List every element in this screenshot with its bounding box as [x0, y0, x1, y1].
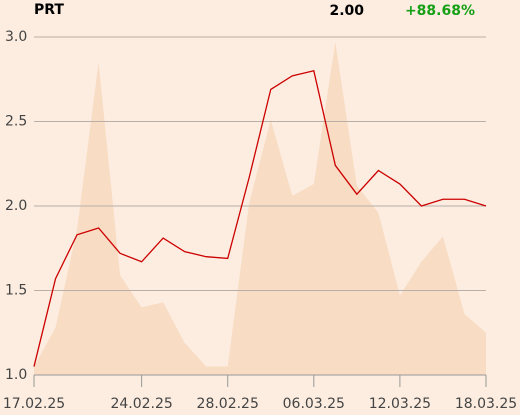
y-tick-label: 2.0: [5, 198, 27, 214]
x-tick-label: 24.02.25: [110, 396, 172, 412]
y-tick-label: 3.0: [5, 29, 27, 45]
area: [34, 42, 486, 375]
x-tick-label: 12.03.25: [369, 396, 431, 412]
change-label: +88.68%: [405, 3, 475, 19]
x-tick-label: 06.03.25: [283, 396, 345, 412]
y-tick-label: 2.5: [5, 114, 27, 130]
price-label: 2.00: [329, 3, 364, 19]
x-tick-label: 28.02.25: [197, 396, 259, 412]
y-tick-label: 1.0: [5, 367, 27, 383]
y-tick-label: 1.5: [5, 283, 27, 299]
line: [33, 70, 487, 367]
x-tick-label: 17.02.25: [3, 396, 65, 412]
chart-title: PRT: [34, 2, 64, 18]
x-tick-label: 18.03.25: [455, 396, 517, 412]
